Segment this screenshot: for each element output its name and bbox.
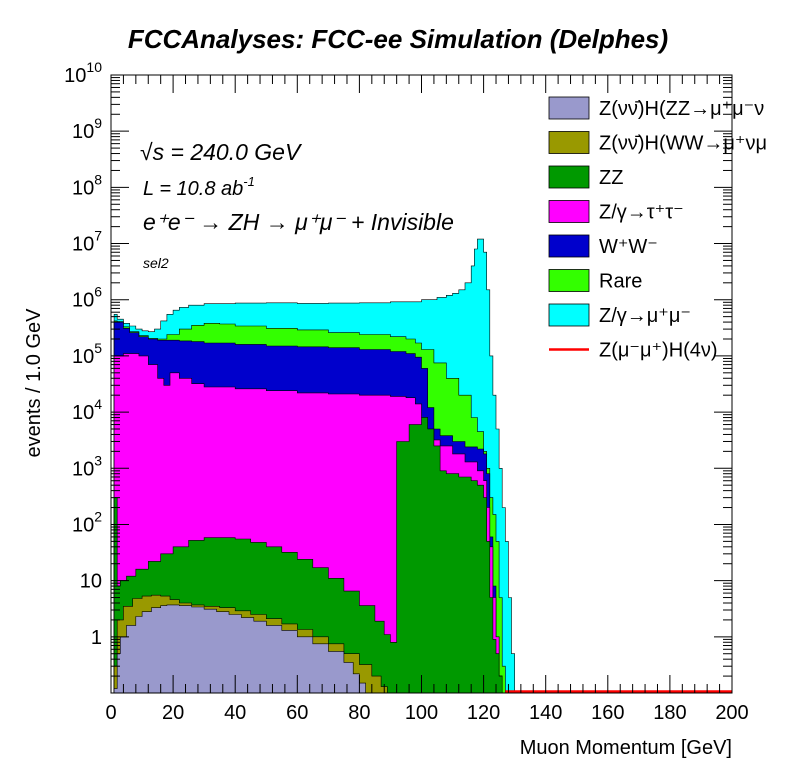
x-tick-label: 80 [348,702,370,724]
x-axis-title: Muon Momentum [GeV] [520,737,732,759]
legend-swatch [548,96,590,120]
y-tick-label: 1 [91,627,102,649]
annotation-selection: sel2 [143,255,169,271]
x-tick-label: 0 [105,702,116,724]
x-tick-label: 160 [591,702,624,724]
x-axis-tick-labels: 0 20 40 60 80 100 120 140 160 180 200 [105,702,748,724]
y-tick-label: 105 [72,340,102,368]
annotation-lumi: L = 10.8 ab-1 [143,174,255,200]
y-tick-label: 104 [72,396,102,424]
x-tick-label: 120 [467,702,500,724]
y-axis-tick-labels: 1 10 102 103 104 105 106 107 108 109 1010 [64,59,102,649]
legend: Z(νν̄)H(ZZ→μ⁺μ⁻ν Z(νν̄)H(WW→μ⁺νμ ZZ Z/γ→τ⁺τ… [548,96,767,362]
legend-label: Z(νν̄)H(WW→μ⁺νμ [599,133,767,155]
y-tick-label: 1010 [64,59,102,87]
x-tick-label: 20 [162,702,184,724]
legend-swatch [548,269,590,292]
stack-layers [111,238,515,694]
legend-label: Z/γ→τ⁺τ⁻ [599,202,684,224]
legend-swatch [548,303,590,327]
x-tick-label: 200 [715,702,748,724]
plot-area [110,74,733,694]
y-axis-ticks [111,77,732,694]
legend-label: W⁺W⁻ [599,236,658,258]
y-tick-label: 107 [72,228,102,256]
legend-label: ZZ [599,167,623,189]
legend-swatch [548,200,590,223]
x-tick-label: 140 [529,702,562,724]
x-tick-label: 40 [224,702,246,724]
y-tick-label: 109 [72,115,102,143]
y-tick-label: 103 [72,452,102,480]
annotation-lumi-sup: -1 [243,174,255,189]
x-tick-label: 60 [286,702,308,724]
y-axis-title: events / 1.0 GeV [23,308,45,458]
annotations: √s = 240.0 GeV L = 10.8 ab-1 e⁺e⁻ → ZH →… [140,139,454,271]
annotation-lumi-text: L = 10.8 ab [143,178,243,200]
legend-label: Z/γ→μ⁺μ⁻ [599,305,691,327]
legend-label: Z(μ⁻μ⁺)H(4ν) [599,340,718,362]
x-tick-label: 180 [653,702,686,724]
x-axis-ticks [110,75,733,693]
area-z-h-zz- [111,604,366,694]
legend-swatch [548,234,590,258]
chart-title: FCCAnalyses: FCC-ee Simulation (Delphes) [128,24,668,54]
annotation-sqrt-s: √s = 240.0 GeV [140,139,303,165]
legend-swatch [548,131,590,154]
y-tick-label: 108 [72,171,102,199]
x-tick-label: 100 [405,702,438,724]
annotation-process: e⁺e⁻ → ZH → μ⁺μ⁻ + Invisible [143,209,454,235]
legend-label: Rare [599,271,642,293]
y-tick-label: 10 [80,571,102,593]
legend-label: Z(νν̄)H(ZZ→μ⁺μ⁻ν [599,98,764,120]
y-tick-label: 106 [72,284,102,312]
y-tick-label: 102 [72,508,102,536]
legend-swatch [548,165,590,189]
